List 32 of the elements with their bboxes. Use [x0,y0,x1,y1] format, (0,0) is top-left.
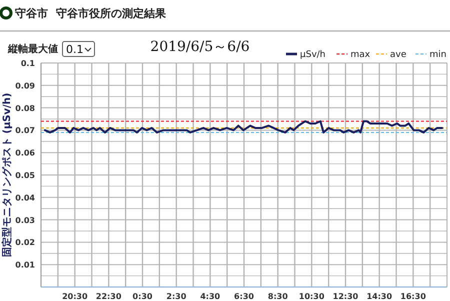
y-tick-label: 0.03 [15,216,35,225]
dropdown: 0.1 [62,41,95,57]
y-tick-label: 0.07 [15,126,35,136]
x-tick-label: 12:30 [332,292,359,301]
y-tick-label: 0.02 [15,238,35,248]
text: 守谷市役所の測定結果 [56,7,167,20]
y-tick-label: 0.06 [15,148,36,158]
y-tick-label: 0.01 [15,260,36,270]
legend-label: μSv/h [300,50,326,60]
y-tick-label: 0.08 [15,104,36,113]
x-tick-label: 0:30 [132,292,153,301]
x-tick-label: 14:30 [366,292,392,301]
y-axis-title: 固定型モニタリングポスト (μSv/h) [1,92,13,258]
y-tick-label: 0.05 [15,171,36,180]
x-tick-label: 4:30 [200,292,221,301]
x-tick-label: 8:30 [268,292,288,301]
x-tick-label: 22:30 [96,292,122,301]
x-tick-label: 2:30 [166,292,187,301]
x-tick-label: 10:30 [298,292,325,301]
x-tick-label: 16:30 [400,292,426,301]
text: 縦軸最大値 [7,43,58,55]
x-tick-label: 6:30 [234,292,254,301]
y-tick-label: 0.04 [15,193,36,202]
x-tick-label: 20:30 [62,292,88,301]
line-series [44,120,444,134]
legend-label: ave [390,50,407,60]
legend-label: min [430,50,446,60]
y-tick-label: 0.1 [20,59,36,68]
y-tick-label: 0.09 [15,81,36,90]
text: 守谷市 [15,7,48,20]
legend-label: max [350,50,371,60]
chart-title: 2019/6/5～6/6 [150,39,250,55]
